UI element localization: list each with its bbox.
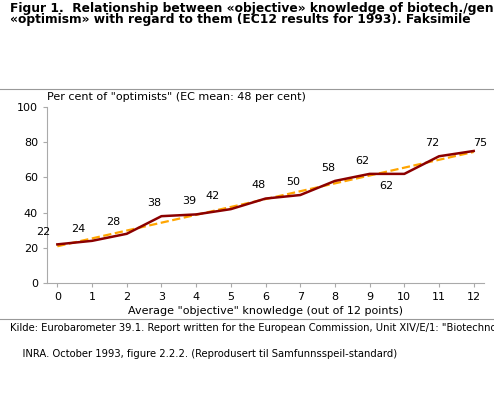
Text: 75: 75 (474, 138, 488, 148)
Text: 42: 42 (206, 191, 220, 201)
Text: Per cent of "optimists" (EC mean: 48 per cent): Per cent of "optimists" (EC mean: 48 per… (47, 92, 306, 102)
Text: Kilde: Eurobarometer 39.1. Report written for the European Commission, Unit XIV/: Kilde: Eurobarometer 39.1. Report writte… (10, 323, 494, 333)
Text: 48: 48 (251, 180, 266, 190)
Text: 72: 72 (425, 138, 439, 148)
Text: 62: 62 (356, 156, 370, 166)
Text: INRA. October 1993, figure 2.2.2. (Reprodusert til Samfunnsspeil-standard): INRA. October 1993, figure 2.2.2. (Repro… (10, 349, 397, 359)
Text: 50: 50 (287, 177, 300, 187)
Text: 39: 39 (182, 196, 196, 206)
Text: 22: 22 (37, 227, 50, 238)
Text: 28: 28 (106, 217, 120, 227)
X-axis label: Average "objective" knowledge (out of 12 points): Average "objective" knowledge (out of 12… (128, 307, 403, 316)
Text: Figur 1.  Relationship between «objective» knowledge of biotech./genetic engine.: Figur 1. Relationship between «objective… (10, 2, 494, 15)
Text: 58: 58 (321, 163, 335, 173)
Text: 62: 62 (379, 181, 393, 190)
Text: 38: 38 (147, 198, 162, 208)
Text: «optimism» with regard to them (EC12 results for 1993). Faksimile: «optimism» with regard to them (EC12 res… (10, 13, 470, 26)
Text: 24: 24 (71, 224, 85, 234)
